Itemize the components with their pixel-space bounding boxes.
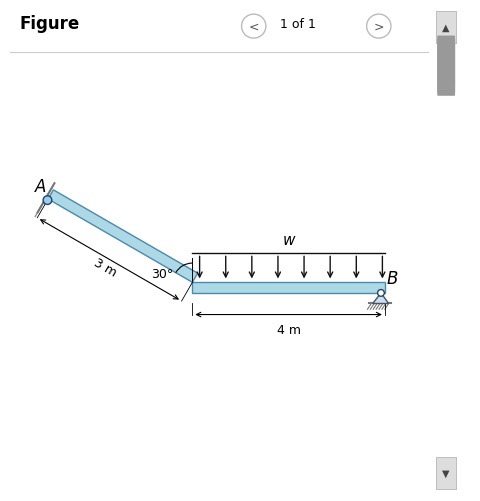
Text: 1 of 1: 1 of 1 <box>280 18 315 31</box>
Circle shape <box>377 290 384 297</box>
Circle shape <box>241 15 265 39</box>
Text: w: w <box>282 233 294 247</box>
Text: <: < <box>248 21 258 34</box>
Polygon shape <box>372 293 388 304</box>
Text: Figure: Figure <box>19 15 79 33</box>
FancyBboxPatch shape <box>435 457 455 488</box>
Circle shape <box>43 196 52 205</box>
Text: ▲: ▲ <box>442 23 449 33</box>
FancyBboxPatch shape <box>436 37 454 97</box>
Text: ▼: ▼ <box>442 468 449 477</box>
Text: 30°: 30° <box>151 268 173 281</box>
Text: B: B <box>385 269 397 287</box>
Text: A: A <box>35 177 47 195</box>
Circle shape <box>366 15 390 39</box>
FancyBboxPatch shape <box>435 13 455 44</box>
Text: 4 m: 4 m <box>276 323 300 336</box>
Text: 3 m: 3 m <box>91 256 119 279</box>
Text: >: > <box>373 21 383 34</box>
Polygon shape <box>192 283 384 293</box>
Polygon shape <box>48 190 197 283</box>
